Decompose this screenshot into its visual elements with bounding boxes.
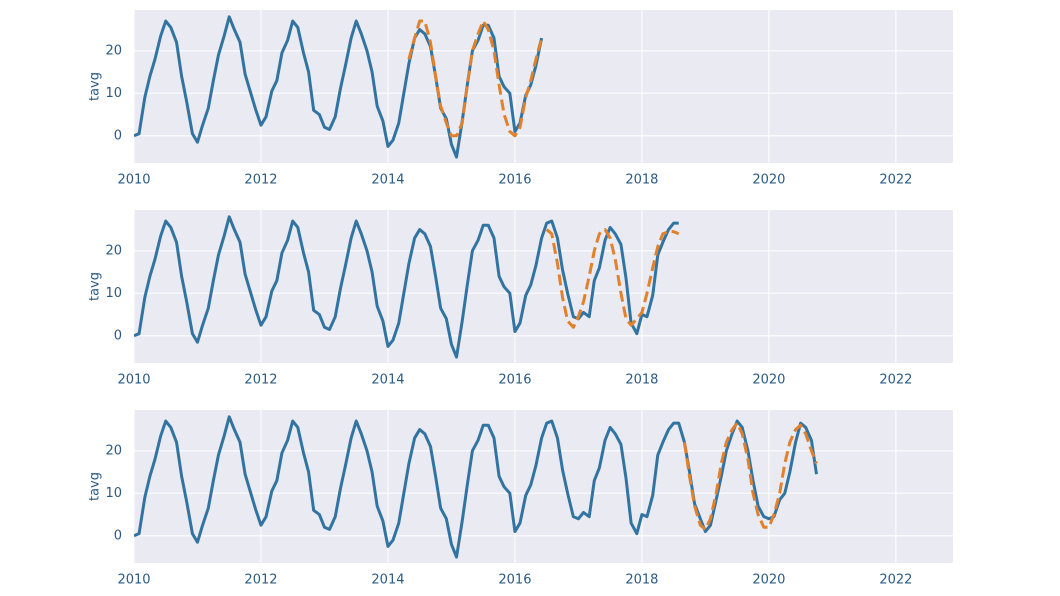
y-tick-label: 20 <box>105 43 122 58</box>
y-tick-label: 0 <box>114 528 122 543</box>
y-axis-label: tavg <box>88 472 103 501</box>
series-line <box>407 19 544 138</box>
y-axis-label: tavg <box>88 72 103 101</box>
series-line <box>134 415 818 559</box>
y-axis-label: tavg <box>88 272 103 301</box>
x-tick-label: 2016 <box>498 573 531 588</box>
y-tick-label: 10 <box>105 486 122 501</box>
x-tick-label: 2018 <box>625 573 658 588</box>
x-tick-label: 2020 <box>752 173 785 188</box>
y-tick-label: 10 <box>105 86 122 101</box>
plot-area <box>134 10 953 163</box>
x-tick-label: 2016 <box>498 173 531 188</box>
x-tick-label: 2014 <box>371 373 404 388</box>
x-tick-label: 2022 <box>879 373 912 388</box>
x-tick-label: 2022 <box>879 173 912 188</box>
y-tick-label: 0 <box>114 328 122 343</box>
x-tick-label: 2018 <box>625 173 658 188</box>
x-tick-label: 2018 <box>625 373 658 388</box>
series-line <box>134 215 679 359</box>
x-tick-label: 2012 <box>244 573 277 588</box>
x-tick-label: 2020 <box>752 373 785 388</box>
y-tick-label: 20 <box>105 443 122 458</box>
x-tick-label: 2014 <box>371 573 404 588</box>
x-tick-label: 2010 <box>117 573 150 588</box>
y-tick-label: 0 <box>114 128 122 143</box>
x-tick-label: 2012 <box>244 173 277 188</box>
x-tick-label: 2022 <box>879 573 912 588</box>
x-tick-label: 2014 <box>371 173 404 188</box>
x-tick-label: 2020 <box>752 573 785 588</box>
y-tick-label: 20 <box>105 243 122 258</box>
series-line <box>682 421 818 531</box>
x-tick-label: 2010 <box>117 373 150 388</box>
y-tick-label: 10 <box>105 286 122 301</box>
x-tick-label: 2012 <box>244 373 277 388</box>
x-tick-label: 2016 <box>498 373 531 388</box>
x-tick-label: 2010 <box>117 173 150 188</box>
series-line <box>545 228 680 329</box>
